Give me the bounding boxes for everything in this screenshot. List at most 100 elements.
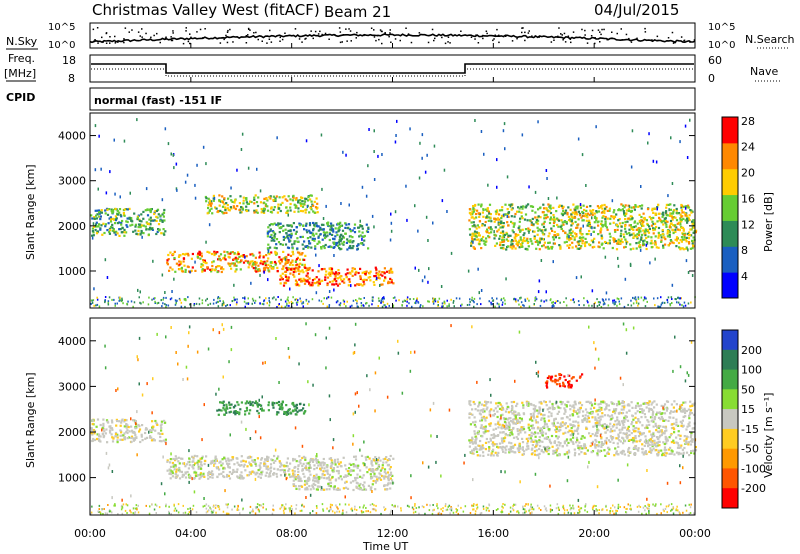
power-cell	[478, 213, 482, 216]
power-cell	[486, 209, 489, 212]
power-cell	[671, 218, 674, 221]
power-cell	[353, 267, 356, 271]
velocity-cell	[192, 457, 195, 460]
power-ground-cell	[221, 302, 224, 305]
power-cell	[317, 235, 320, 238]
power-ground-cell	[206, 297, 208, 300]
velocity-cell	[314, 457, 317, 460]
power-cell	[300, 204, 303, 207]
power-cell	[581, 210, 584, 214]
velocity-cell	[323, 476, 326, 480]
power-cell	[359, 234, 362, 237]
power-cell	[629, 224, 632, 227]
power-cell	[156, 230, 159, 233]
power-cell	[363, 239, 366, 242]
power-cell	[669, 222, 672, 225]
velocity-cell	[376, 459, 380, 462]
power-cell	[275, 223, 278, 226]
velocity-cell	[221, 401, 225, 404]
power-cell	[601, 216, 604, 219]
power-cell	[506, 208, 509, 211]
power-cell	[308, 224, 312, 227]
power-cell	[172, 253, 175, 256]
power-cell	[615, 213, 618, 216]
velocity-cell	[622, 442, 625, 445]
power-ground-cell	[98, 305, 101, 308]
power-cell	[524, 247, 527, 250]
velocity-cell	[500, 437, 503, 440]
velocity-cell	[112, 437, 115, 440]
velocity-cell	[339, 475, 342, 478]
velocity-cell	[579, 446, 582, 449]
power-ground-cell	[498, 305, 500, 308]
velocity-cell	[119, 438, 122, 441]
power-cell	[109, 228, 112, 232]
velocity-cell	[242, 465, 245, 468]
power-cell	[501, 236, 504, 239]
power-cell	[636, 222, 639, 225]
power-cell	[624, 218, 627, 221]
nsearch-point	[376, 34, 379, 37]
power-cell	[279, 209, 282, 213]
power-cell	[544, 229, 547, 232]
velocity-cell	[571, 441, 575, 444]
power-cell	[346, 268, 349, 271]
nsearch-point	[123, 38, 125, 40]
power-cell	[604, 240, 607, 244]
power-ground-cell	[153, 297, 155, 300]
power-cell	[222, 268, 225, 271]
power-ground-cell	[515, 300, 517, 303]
power-noise-cell	[528, 185, 530, 189]
power-cell	[171, 268, 174, 271]
power-cell	[581, 239, 584, 242]
velocity-cell	[661, 454, 664, 457]
velocity-cell	[352, 463, 355, 466]
velocity-cell	[505, 402, 508, 405]
velocity-cell	[538, 439, 541, 442]
power-cell	[311, 279, 315, 282]
power-cell	[536, 222, 539, 225]
power-cell	[324, 243, 327, 247]
power-cell	[363, 278, 366, 281]
power-cell	[588, 219, 591, 222]
nsearch-point	[560, 33, 562, 35]
power-cell	[233, 262, 236, 265]
velocity-cell	[468, 439, 471, 442]
velocity-cell	[162, 439, 165, 442]
power-cell	[282, 250, 285, 253]
velocity-cell	[108, 425, 111, 428]
velocity-cell	[367, 484, 370, 487]
power-cell	[133, 212, 136, 215]
power-cell	[470, 221, 473, 224]
power-cell	[635, 242, 638, 245]
power-cell	[636, 237, 639, 240]
power-range-tick-label: 4000	[58, 130, 86, 143]
power-cell	[668, 224, 672, 227]
velocity-cell	[639, 407, 642, 410]
power-ground-cell	[573, 301, 575, 304]
nave-tick-0: 0	[708, 72, 715, 85]
power-cell	[104, 212, 107, 215]
velocity-cell	[598, 419, 601, 422]
power-cell	[667, 203, 670, 206]
velocity-cell	[249, 409, 252, 412]
power-cell	[648, 215, 651, 219]
velocity-cell	[174, 464, 177, 467]
power-cell	[688, 214, 691, 217]
velocity-cell	[564, 431, 567, 434]
velocity-cell	[641, 410, 644, 413]
power-cell	[347, 284, 350, 287]
power-cell	[312, 228, 315, 231]
power-ground-cell	[534, 297, 536, 299]
power-cell	[221, 195, 224, 198]
power-cell	[612, 221, 615, 224]
velocity-cell	[354, 455, 357, 458]
power-ground-cell	[119, 299, 121, 302]
velocity-cell	[495, 443, 498, 446]
power-cell	[583, 208, 586, 212]
velocity-cell	[553, 419, 556, 422]
velocity-cell	[496, 445, 499, 448]
power-noise-cell	[568, 235, 570, 239]
velocity-cell	[611, 416, 614, 419]
power-cell	[126, 208, 129, 211]
